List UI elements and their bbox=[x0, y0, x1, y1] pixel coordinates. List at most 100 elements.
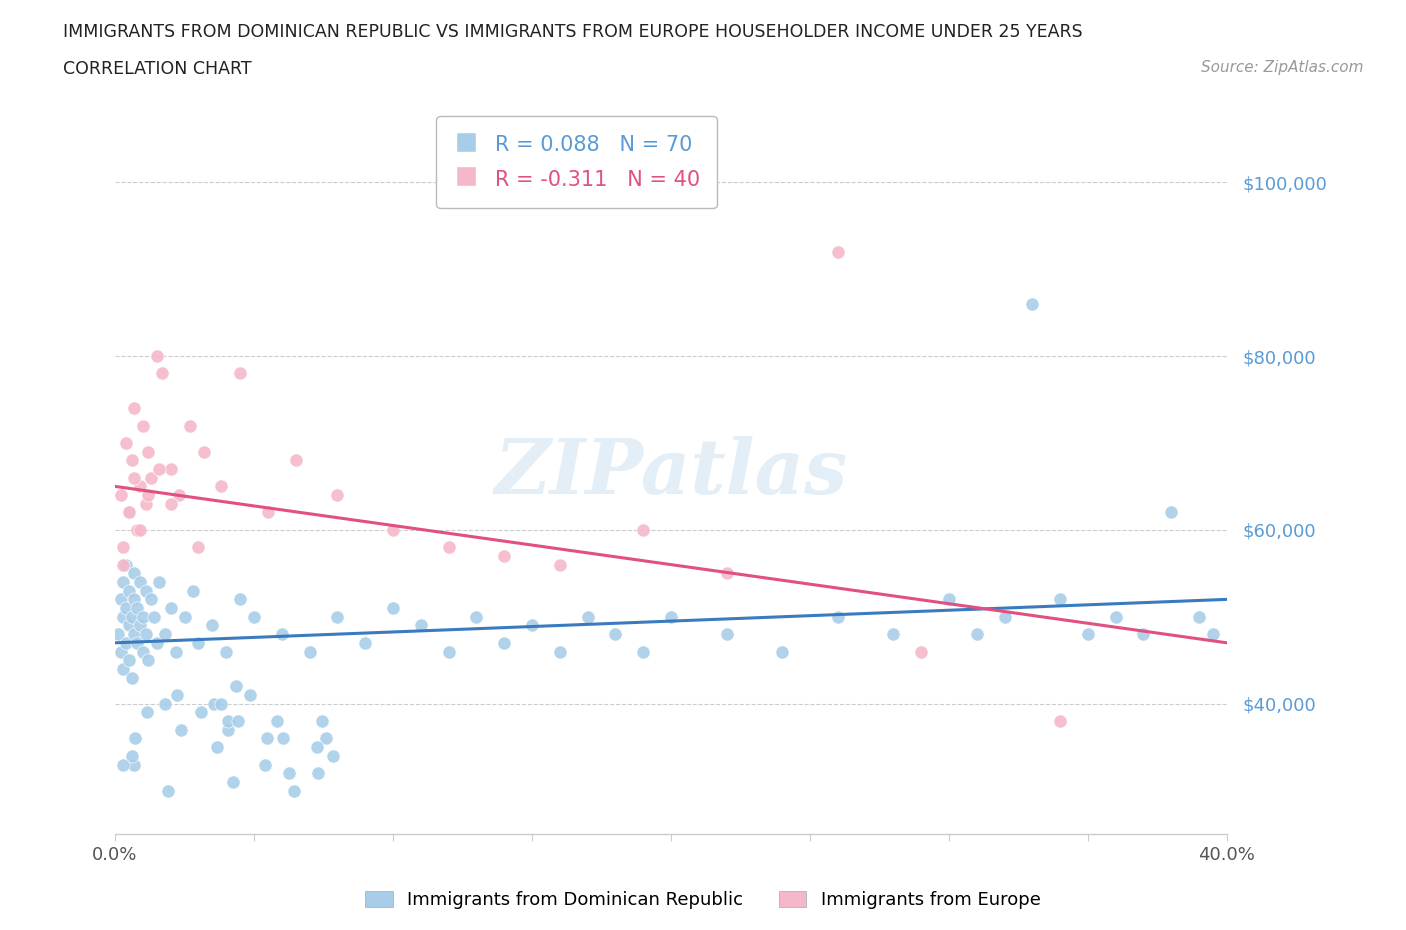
Point bbox=[253, 757, 276, 772]
Point bbox=[326, 487, 349, 502]
Point bbox=[966, 627, 988, 642]
Point bbox=[326, 609, 349, 624]
Point bbox=[110, 487, 132, 502]
Point bbox=[124, 591, 146, 606]
Text: Source: ZipAtlas.com: Source: ZipAtlas.com bbox=[1201, 60, 1364, 75]
Point bbox=[225, 679, 247, 694]
Point bbox=[145, 635, 167, 650]
Point bbox=[112, 757, 135, 772]
Point bbox=[382, 523, 405, 538]
Point bbox=[124, 731, 146, 746]
Point bbox=[209, 479, 232, 494]
Point bbox=[283, 783, 305, 798]
Point bbox=[882, 627, 904, 642]
Point bbox=[226, 713, 249, 728]
Point bbox=[1049, 713, 1071, 728]
Point bbox=[115, 635, 138, 650]
Point bbox=[437, 644, 460, 659]
Point bbox=[215, 644, 238, 659]
Point bbox=[129, 479, 152, 494]
Point bbox=[266, 713, 288, 728]
Point bbox=[311, 713, 333, 728]
Point bbox=[118, 583, 141, 598]
Point bbox=[138, 445, 160, 459]
Point bbox=[1132, 627, 1154, 642]
Point bbox=[217, 713, 239, 728]
Point bbox=[112, 575, 135, 590]
Point bbox=[187, 635, 209, 650]
Point bbox=[576, 609, 599, 624]
Point bbox=[631, 523, 654, 538]
Point bbox=[124, 401, 146, 416]
Point bbox=[135, 497, 157, 512]
Point bbox=[145, 349, 167, 364]
Point bbox=[1049, 591, 1071, 606]
Point bbox=[135, 583, 157, 598]
Point bbox=[256, 731, 278, 746]
Point bbox=[129, 523, 152, 538]
Point bbox=[118, 653, 141, 668]
Point bbox=[298, 644, 321, 659]
Point bbox=[716, 565, 738, 580]
Point bbox=[465, 609, 488, 624]
Point bbox=[127, 601, 149, 616]
Point bbox=[129, 575, 152, 590]
Point bbox=[124, 627, 146, 642]
Point bbox=[270, 627, 292, 642]
Point bbox=[1188, 609, 1211, 624]
Point bbox=[112, 557, 135, 572]
Legend: Immigrants from Dominican Republic, Immigrants from Europe: Immigrants from Dominican Republic, Immi… bbox=[359, 884, 1047, 916]
Point bbox=[173, 609, 195, 624]
Point bbox=[132, 644, 155, 659]
Point bbox=[159, 497, 181, 512]
Point bbox=[124, 565, 146, 580]
Point bbox=[141, 471, 163, 485]
Point bbox=[1202, 627, 1225, 642]
Point bbox=[129, 618, 152, 633]
Point bbox=[271, 731, 294, 746]
Point bbox=[229, 591, 252, 606]
Point bbox=[716, 627, 738, 642]
Point bbox=[409, 618, 432, 633]
Point bbox=[157, 783, 180, 798]
Point bbox=[202, 697, 225, 711]
Point bbox=[494, 549, 516, 564]
Point bbox=[142, 609, 165, 624]
Point bbox=[167, 487, 190, 502]
Point bbox=[222, 775, 245, 790]
Point bbox=[193, 445, 215, 459]
Point bbox=[165, 644, 187, 659]
Point bbox=[209, 697, 232, 711]
Point bbox=[159, 601, 181, 616]
Point bbox=[124, 471, 146, 485]
Point bbox=[121, 671, 143, 685]
Point bbox=[110, 591, 132, 606]
Point bbox=[127, 635, 149, 650]
Text: IMMIGRANTS FROM DOMINICAN REPUBLIC VS IMMIGRANTS FROM EUROPE HOUSEHOLDER INCOME : IMMIGRANTS FROM DOMINICAN REPUBLIC VS IM… bbox=[63, 23, 1083, 41]
Point bbox=[1077, 627, 1099, 642]
Point bbox=[153, 627, 176, 642]
Point bbox=[148, 575, 170, 590]
Point bbox=[1160, 505, 1182, 520]
Point bbox=[136, 705, 159, 720]
Point bbox=[110, 644, 132, 659]
Point bbox=[307, 739, 329, 754]
Point bbox=[121, 749, 143, 764]
Point bbox=[138, 487, 160, 502]
Legend: R = 0.088   N = 70, R = -0.311   N = 40: R = 0.088 N = 70, R = -0.311 N = 40 bbox=[436, 116, 717, 207]
Point bbox=[132, 418, 155, 433]
Point bbox=[159, 461, 181, 476]
Point bbox=[115, 601, 138, 616]
Point bbox=[190, 705, 212, 720]
Point bbox=[118, 618, 141, 633]
Point bbox=[631, 644, 654, 659]
Point bbox=[153, 697, 176, 711]
Point bbox=[112, 661, 135, 676]
Point bbox=[243, 609, 266, 624]
Point bbox=[122, 757, 145, 772]
Point bbox=[229, 365, 252, 380]
Point bbox=[121, 609, 143, 624]
Point bbox=[239, 687, 262, 702]
Point bbox=[127, 523, 149, 538]
Point bbox=[148, 461, 170, 476]
